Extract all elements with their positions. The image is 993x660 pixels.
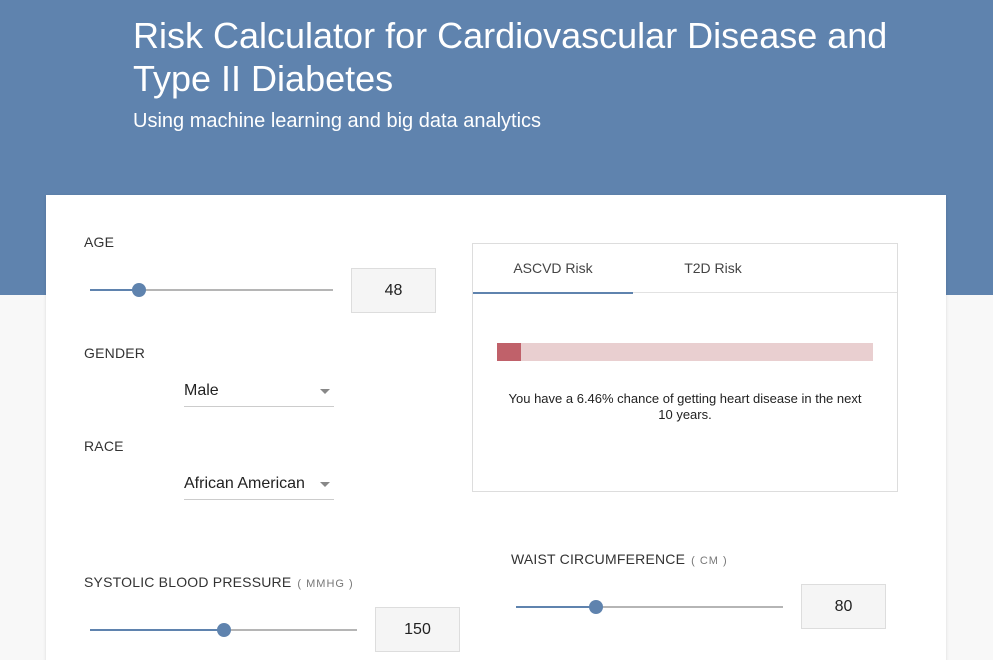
results-panel: ASCVD Risk T2D Risk You have a 6.46% cha…	[472, 243, 898, 492]
page-title: Risk Calculator for Cardiovascular Disea…	[133, 15, 888, 99]
risk-progress-fill	[497, 343, 522, 361]
tab-t2d-risk[interactable]: T2D Risk	[684, 260, 742, 276]
chevron-down-icon	[320, 482, 330, 487]
age-slider-fill	[90, 289, 139, 291]
systolic-label-text: SYSTOLIC BLOOD PRESSURE	[84, 574, 292, 590]
chevron-down-icon	[320, 389, 330, 394]
systolic-label: SYSTOLIC BLOOD PRESSURE ( MMHG )	[84, 574, 354, 590]
waist-input[interactable]: 80	[801, 584, 886, 629]
page-subtitle: Using machine learning and big data anal…	[133, 110, 542, 132]
systolic-slider[interactable]	[90, 622, 357, 638]
waist-slider[interactable]	[516, 599, 783, 615]
age-slider-track	[90, 289, 333, 291]
systolic-unit: ( MMHG )	[297, 578, 354, 590]
race-label: RACE	[84, 438, 124, 454]
waist-slider-track	[516, 606, 783, 608]
systolic-slider-fill	[90, 629, 224, 631]
age-label: AGE	[84, 234, 115, 250]
risk-progress-bar	[497, 343, 873, 361]
race-select-value: African American	[184, 475, 305, 492]
gender-select-value: Male	[184, 382, 219, 399]
tab-ascvd-risk[interactable]: ASCVD Risk	[473, 244, 633, 294]
systolic-input[interactable]: 150	[375, 607, 460, 652]
waist-slider-thumb[interactable]	[589, 600, 604, 614]
risk-message: You have a 6.46% chance of getting heart…	[508, 391, 862, 422]
gender-label: GENDER	[84, 345, 146, 361]
waist-label-text: WAIST CIRCUMFERENCE	[511, 551, 686, 567]
age-input[interactable]: 48	[351, 268, 436, 313]
gender-select[interactable]: Male	[184, 382, 334, 407]
age-slider-thumb[interactable]	[131, 283, 146, 297]
results-tabs: ASCVD Risk T2D Risk	[473, 244, 897, 294]
systolic-slider-thumb[interactable]	[216, 623, 231, 637]
waist-label: WAIST CIRCUMFERENCE ( CM )	[511, 551, 728, 567]
calculator-card: AGE 48 GENDER Male RACE African American…	[46, 195, 946, 660]
age-slider[interactable]	[90, 282, 333, 298]
waist-slider-fill	[516, 606, 597, 608]
race-select[interactable]: African American	[184, 475, 334, 500]
waist-unit: ( CM )	[691, 555, 728, 567]
